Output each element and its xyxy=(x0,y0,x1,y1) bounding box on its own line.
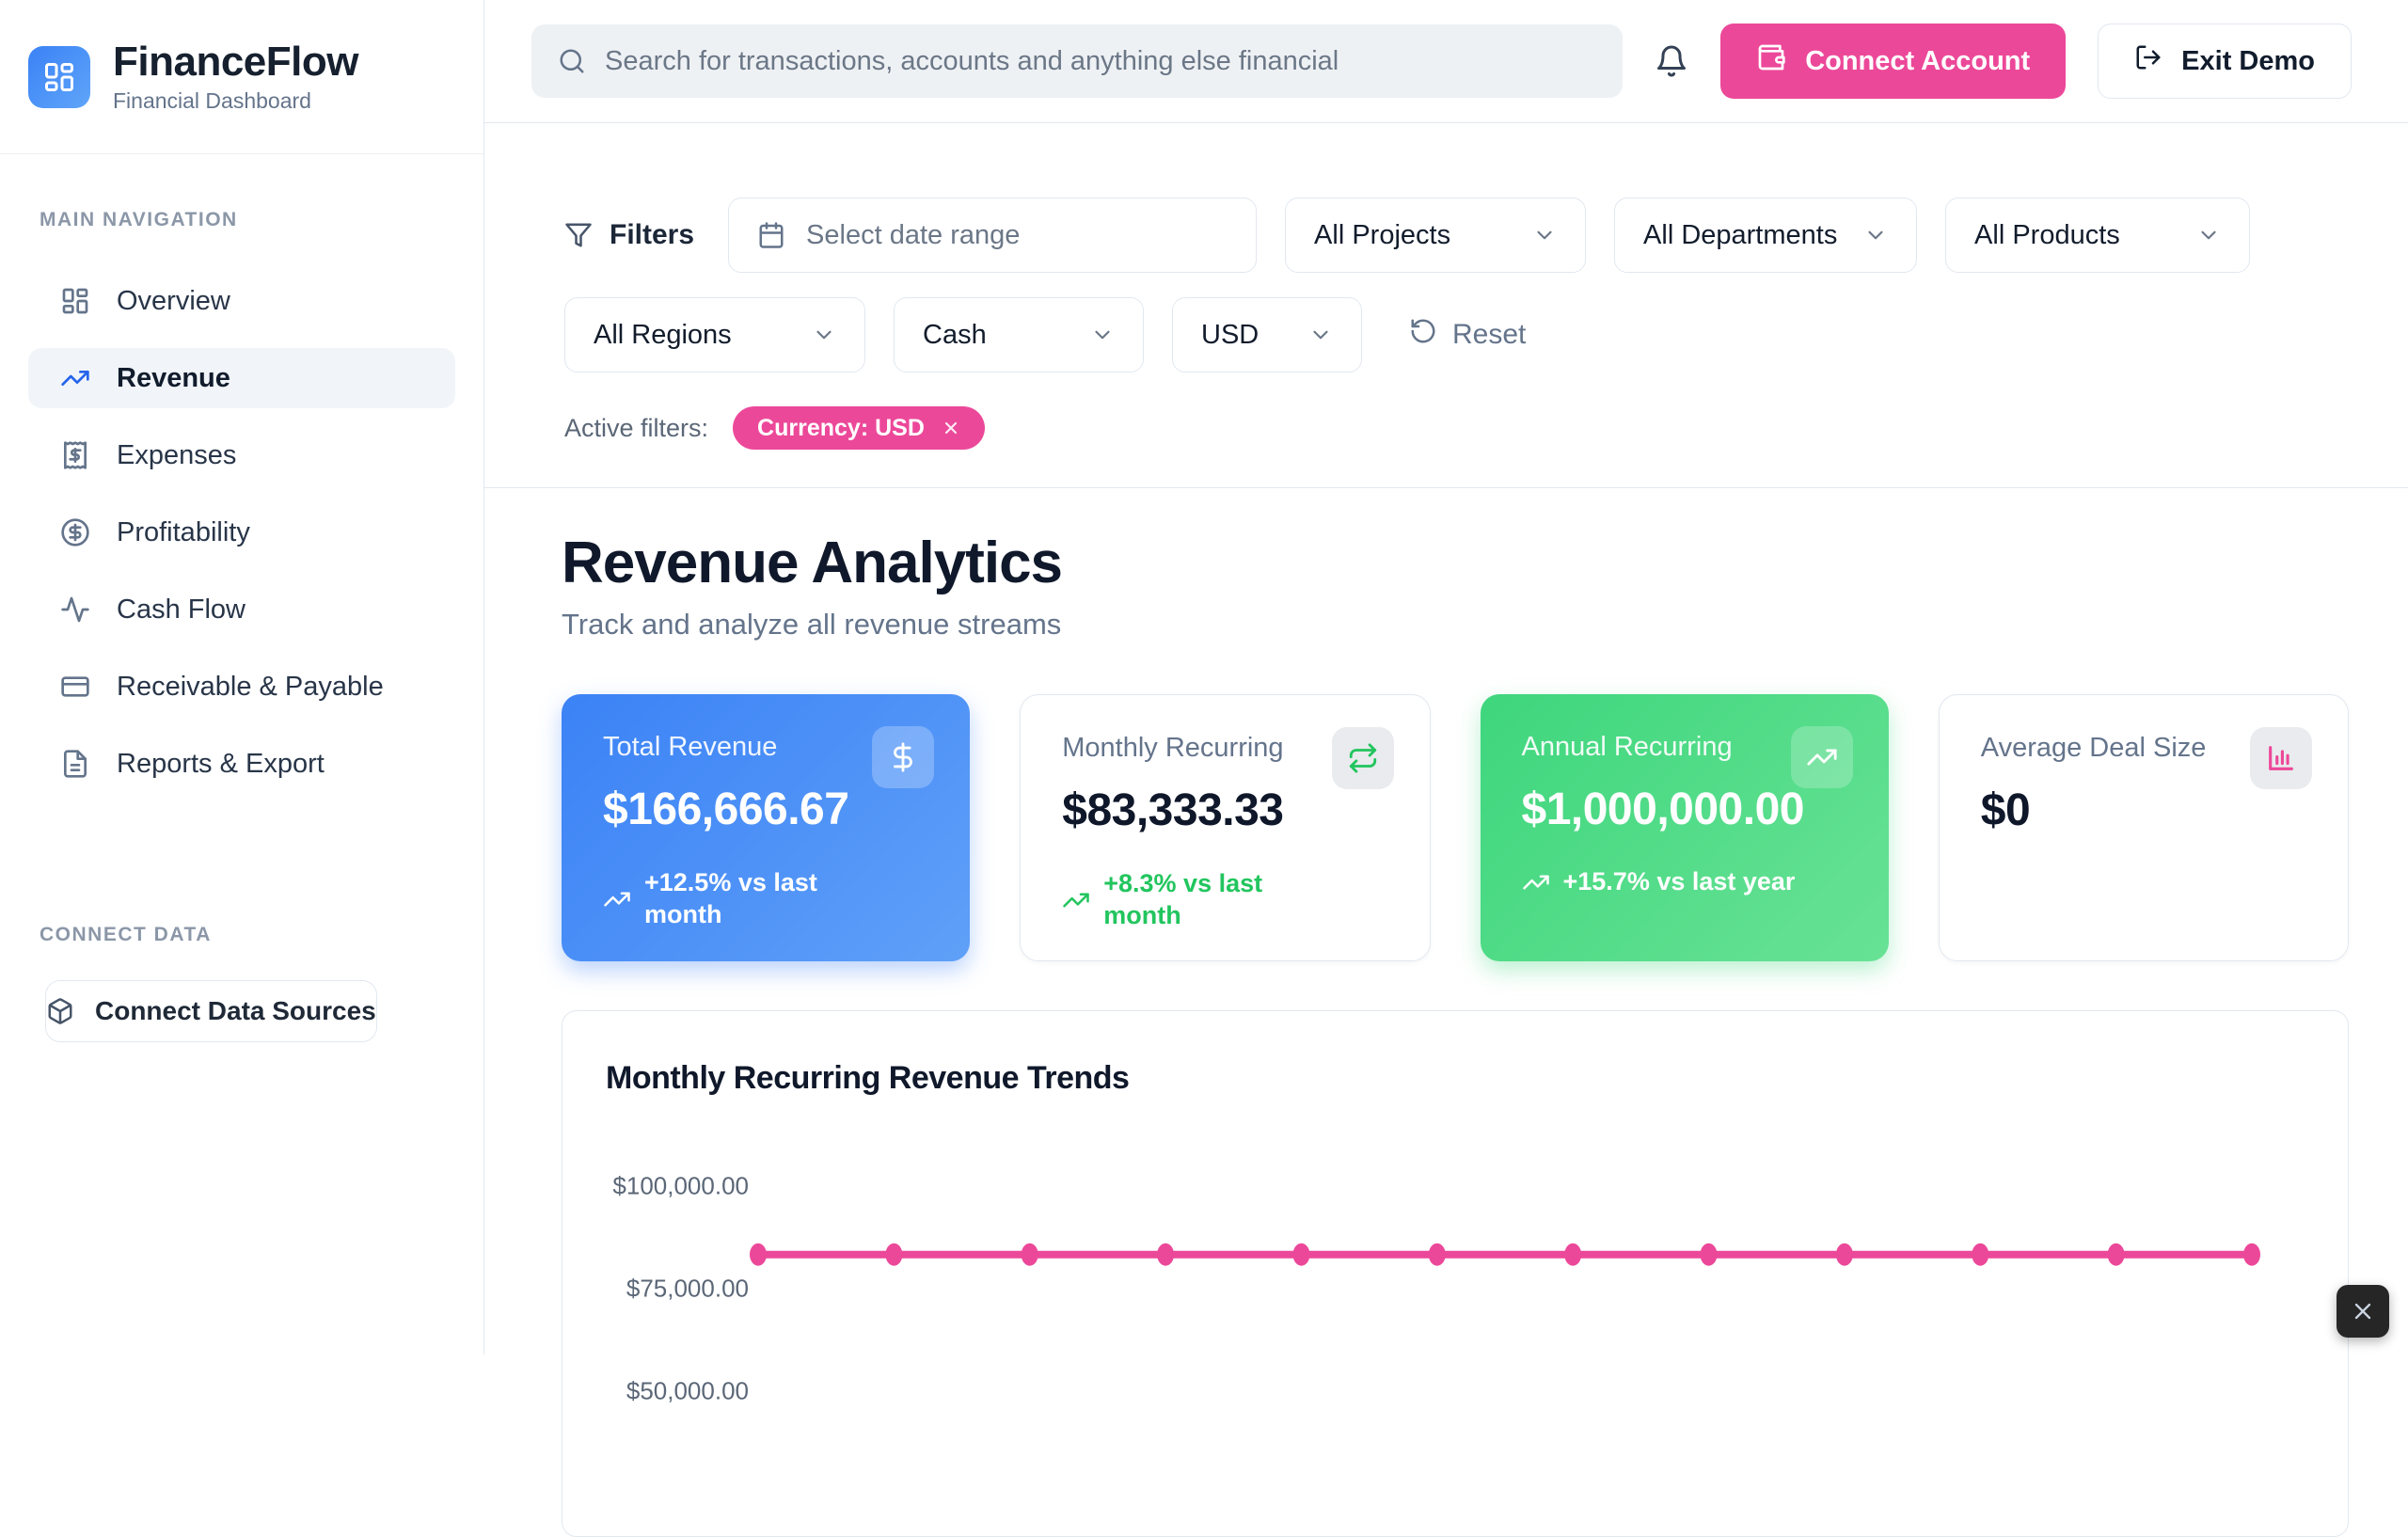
card-value: $1,000,000.00 xyxy=(1522,784,1847,835)
sidebar-item-label: Profitability xyxy=(117,517,250,548)
repeat-icon xyxy=(1332,727,1394,789)
nav-section-label: MAIN NAVIGATION xyxy=(40,209,483,231)
filters-panel: Filters Select date range All Projects A… xyxy=(484,124,2408,488)
chevron-down-icon xyxy=(1090,323,1115,347)
activity-icon xyxy=(60,594,90,625)
card-delta: +15.7% vs last year xyxy=(1522,867,1847,896)
trending-up-icon xyxy=(1522,868,1550,896)
wallet-icon xyxy=(1756,42,1786,80)
sidebar-item-cash-flow[interactable]: Cash Flow xyxy=(28,579,455,640)
sidebar-item-label: Cash Flow xyxy=(117,594,246,626)
overlay-close-button[interactable] xyxy=(2337,1285,2389,1338)
sidebar-item-label: Overview xyxy=(117,286,230,317)
connect-data-sources-button[interactable]: Connect Data Sources xyxy=(45,980,377,1042)
card-delta: +8.3% vs last month xyxy=(1062,868,1387,932)
chevron-down-icon xyxy=(1308,323,1333,347)
trending-up-icon xyxy=(603,885,631,913)
card-value: $166,666.67 xyxy=(603,784,928,835)
app-logo-icon xyxy=(28,46,90,108)
connect-account-button[interactable]: Connect Account xyxy=(1720,24,2066,99)
page-header: Revenue Analytics Track and analyze all … xyxy=(484,488,2408,642)
sidebar-item-expenses[interactable]: Expenses xyxy=(28,425,455,485)
main-navigation: Overview Revenue Expenses Profitability … xyxy=(0,271,483,794)
reset-filters-button[interactable]: Reset xyxy=(1409,317,1526,353)
page-subtitle: Track and analyze all revenue streams xyxy=(562,608,2349,642)
chevron-down-icon xyxy=(812,323,836,347)
connect-data-sources-label: Connect Data Sources xyxy=(95,996,376,1026)
active-filter-chip-currency[interactable]: Currency: USD xyxy=(733,406,985,450)
app-subtitle: Financial Dashboard xyxy=(113,88,358,114)
main-content: Filters Select date range All Projects A… xyxy=(484,124,2408,1537)
metric-card-average-deal-size: Average Deal Size $0 xyxy=(1939,694,2349,961)
credit-card-icon xyxy=(60,672,90,702)
layout-dashboard-icon xyxy=(60,286,90,316)
sidebar-item-overview[interactable]: Overview xyxy=(28,271,455,331)
date-range-placeholder: Select date range xyxy=(806,220,1020,251)
search-icon xyxy=(558,47,586,75)
sidebar-item-label: Reports & Export xyxy=(117,749,325,780)
app-title: FinanceFlow xyxy=(113,40,358,85)
sidebar-item-label: Receivable & Payable xyxy=(117,672,384,703)
rotate-ccw-icon xyxy=(1409,317,1437,353)
log-out-icon xyxy=(2134,43,2162,79)
topbar: Connect Account Exit Demo xyxy=(484,0,2408,123)
currency-select[interactable]: USD xyxy=(1172,297,1362,372)
card-value: $0 xyxy=(1981,784,2306,836)
close-icon[interactable] xyxy=(942,419,960,437)
chart-plot-area xyxy=(747,1011,2263,1425)
exit-demo-button[interactable]: Exit Demo xyxy=(2098,24,2352,99)
y-axis-tick: $100,000.00 xyxy=(589,1172,749,1201)
card-value: $83,333.33 xyxy=(1062,784,1387,836)
bar-chart-icon xyxy=(2250,727,2312,789)
calendar-icon xyxy=(757,221,785,249)
metric-card-annual-recurring: Annual Recurring $1,000,000.00 +15.7% vs… xyxy=(1481,694,1889,961)
circle-dollar-icon xyxy=(60,517,90,547)
y-axis-tick: $75,000.00 xyxy=(589,1275,749,1304)
chevron-down-icon xyxy=(1863,223,1888,247)
metric-card-monthly-recurring: Monthly Recurring $83,333.33 +8.3% vs la… xyxy=(1020,694,1430,961)
connect-section-label: CONNECT DATA xyxy=(40,924,483,946)
card-delta: +12.5% vs last month xyxy=(603,867,928,931)
page-title: Revenue Analytics xyxy=(562,530,2349,596)
receipt-icon xyxy=(60,440,90,470)
date-range-input[interactable]: Select date range xyxy=(728,198,1257,273)
exit-demo-label: Exit Demo xyxy=(2181,46,2315,77)
filters-title: Filters xyxy=(564,219,694,251)
bell-icon xyxy=(1655,44,1688,78)
account-type-select[interactable]: Cash xyxy=(894,297,1144,372)
trending-up-icon xyxy=(1062,886,1090,914)
file-text-icon xyxy=(60,749,90,779)
metric-cards: Total Revenue $166,666.67 +12.5% vs last… xyxy=(484,642,2408,961)
sidebar-item-label: Revenue xyxy=(117,363,230,394)
departments-select[interactable]: All Departments xyxy=(1614,198,1917,273)
sidebar-item-revenue[interactable]: Revenue xyxy=(28,348,455,408)
mrr-trends-chart-card: Monthly Recurring Revenue Trends $100,00… xyxy=(562,1010,2349,1537)
filter-icon xyxy=(564,221,593,249)
chevron-down-icon xyxy=(1532,223,1557,247)
products-select[interactable]: All Products xyxy=(1945,198,2250,273)
package-icon xyxy=(46,997,74,1025)
projects-select[interactable]: All Projects xyxy=(1285,198,1586,273)
sidebar-item-profitability[interactable]: Profitability xyxy=(28,502,455,563)
active-filters-label: Active filters: xyxy=(564,414,708,443)
close-icon xyxy=(2350,1298,2376,1324)
trending-up-icon xyxy=(1791,726,1853,788)
search-input[interactable] xyxy=(605,46,1596,77)
search-bar xyxy=(531,24,1623,98)
connect-account-label: Connect Account xyxy=(1805,46,2030,77)
notifications-button[interactable] xyxy=(1655,44,1688,78)
trending-up-icon xyxy=(60,363,90,393)
y-axis-tick: $50,000.00 xyxy=(589,1377,749,1406)
sidebar: FinanceFlow Financial Dashboard MAIN NAV… xyxy=(0,0,484,1355)
brand: FinanceFlow Financial Dashboard xyxy=(0,0,483,154)
regions-select[interactable]: All Regions xyxy=(564,297,865,372)
sidebar-item-label: Expenses xyxy=(117,440,236,471)
sidebar-item-reports-export[interactable]: Reports & Export xyxy=(28,734,455,794)
chevron-down-icon xyxy=(2196,223,2221,247)
dollar-sign-icon xyxy=(872,726,934,788)
sidebar-item-receivable-payable[interactable]: Receivable & Payable xyxy=(28,657,455,717)
metric-card-total-revenue: Total Revenue $166,666.67 +12.5% vs last… xyxy=(562,694,970,961)
